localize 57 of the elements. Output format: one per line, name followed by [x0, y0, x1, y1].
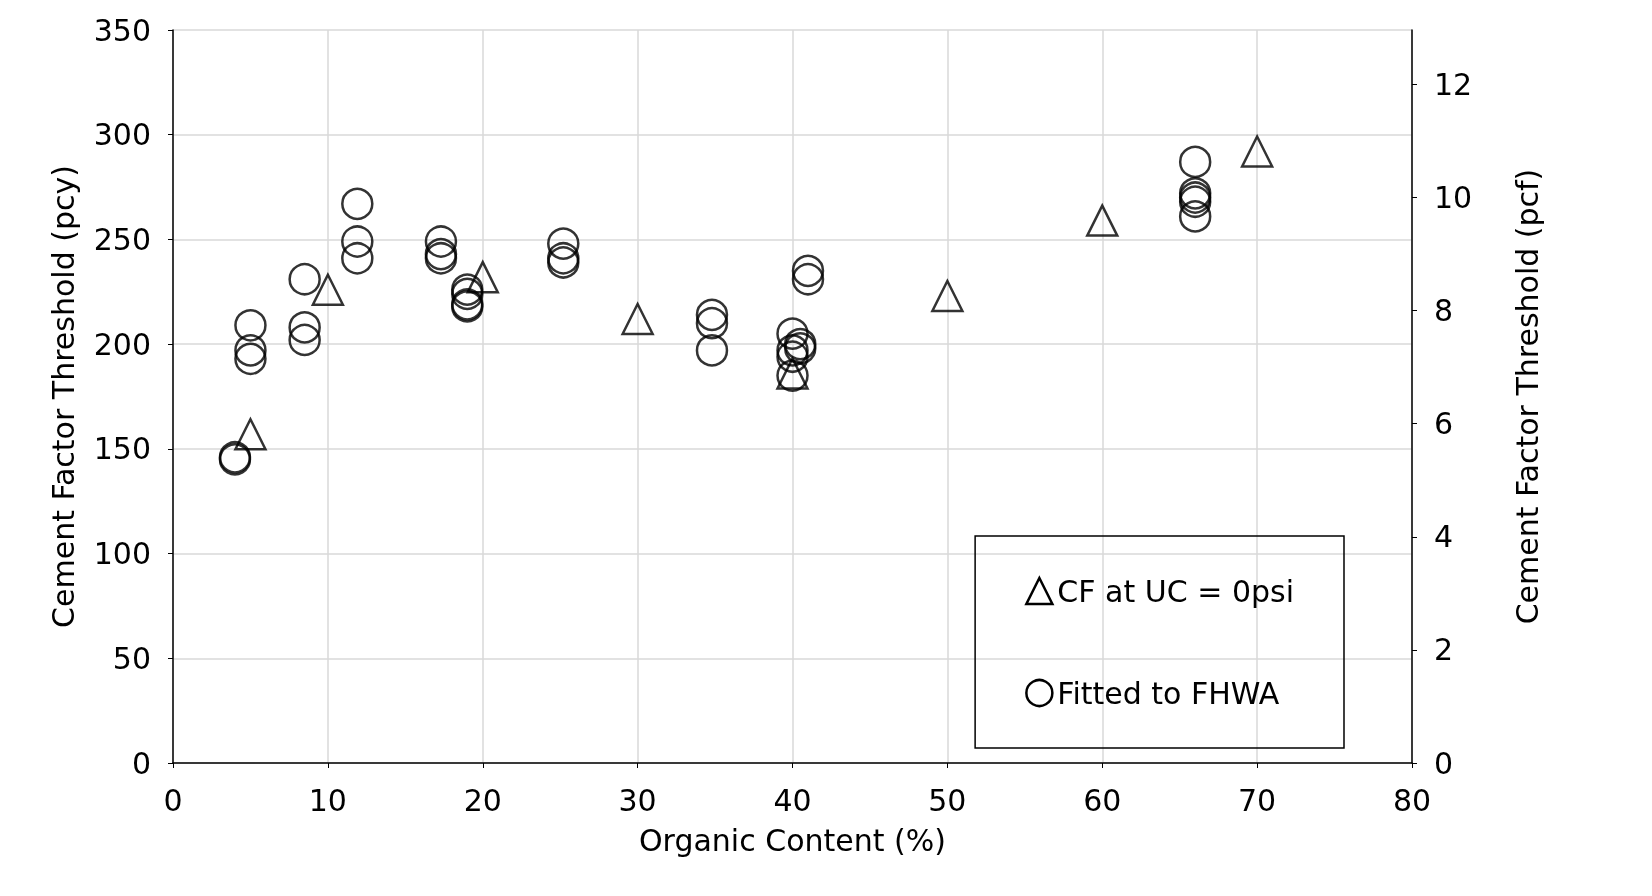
x-tick-label: 80 [1392, 782, 1432, 818]
point [695, 334, 729, 367]
point [776, 317, 809, 350]
y2-tick-label: 12 [1434, 66, 1473, 102]
point [776, 334, 809, 367]
point [288, 323, 321, 357]
x-tick-label: 70 [1238, 782, 1277, 818]
x-tick-label: 60 [1083, 782, 1122, 818]
y-tick-label: 250 [93, 221, 151, 257]
point [466, 260, 499, 294]
y-tick-label: 300 [93, 117, 151, 153]
point [341, 225, 374, 258]
point [288, 262, 321, 296]
point [791, 254, 825, 288]
y-tick-label: 50 [112, 640, 151, 676]
point [341, 242, 374, 275]
x-tick-label: 50 [928, 782, 967, 818]
point [695, 298, 729, 332]
point [288, 311, 321, 344]
y-tick-label: 200 [93, 326, 151, 362]
point [1178, 145, 1212, 179]
point [234, 417, 267, 451]
y2-tick-label: 10 [1434, 179, 1473, 215]
point [234, 309, 267, 342]
y-axis-title: Cement Factor Threshold (pcy) [45, 165, 81, 628]
point [311, 273, 345, 306]
point [234, 334, 267, 367]
y2-tick-label: 6 [1434, 406, 1454, 442]
point [1178, 200, 1212, 233]
y2-tick-label: 4 [1434, 519, 1454, 555]
point [791, 262, 825, 296]
x-tick-label: 30 [618, 782, 657, 818]
x-tick-label: 10 [308, 782, 347, 818]
point [621, 302, 654, 336]
x-tick-label: 40 [773, 782, 812, 818]
y-tick-label: 150 [93, 431, 151, 467]
point [695, 306, 729, 340]
point [341, 187, 374, 221]
y-tick-label: 0 [131, 745, 151, 781]
point [1240, 135, 1274, 168]
legend-label: Fitted to FHWA [1057, 675, 1280, 711]
y2-tick-label: 8 [1434, 293, 1454, 329]
y-tick-label: 100 [93, 536, 151, 572]
legend-label: CF at UC = 0psi [1057, 573, 1295, 609]
y-tick-label: 350 [93, 12, 151, 48]
y2-axis-title: Cement Factor Threshold (pcf) [1509, 168, 1545, 625]
point [931, 279, 964, 313]
point [776, 340, 809, 373]
y2-tick-label: 2 [1434, 632, 1454, 668]
point [547, 227, 580, 260]
x-tick-label: 0 [163, 782, 183, 818]
point [424, 225, 458, 258]
y2-tick-label: 0 [1434, 745, 1454, 781]
point [234, 342, 267, 376]
point [1086, 204, 1119, 237]
x-axis-title: Organic Content (%) [639, 822, 946, 858]
x-tick-label: 20 [463, 782, 502, 818]
